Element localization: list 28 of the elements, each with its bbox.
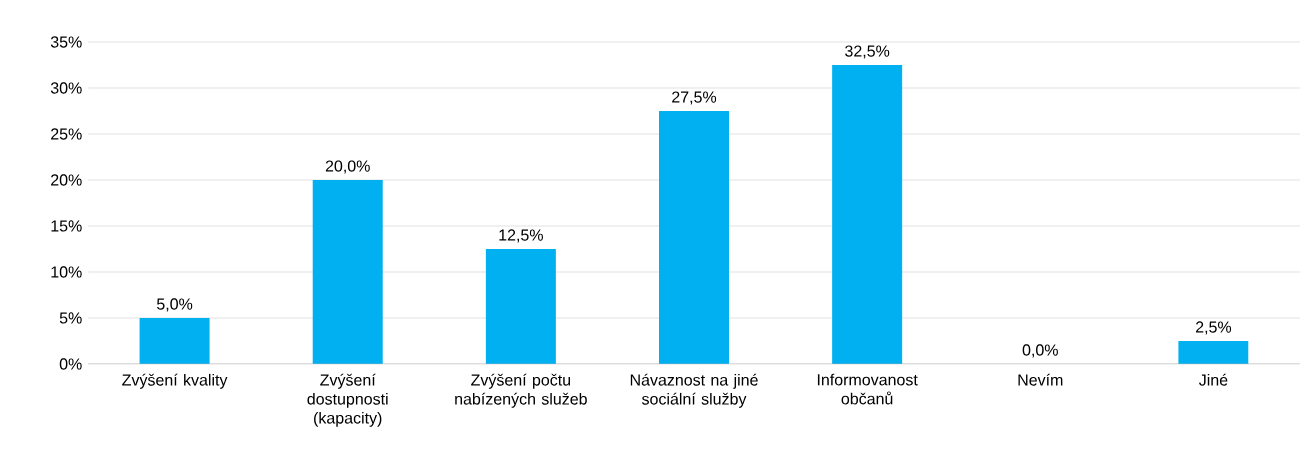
y-tick-label: 10%	[51, 266, 82, 278]
y-tick-label: 30%	[50, 82, 82, 94]
data-label: 0,0%	[1022, 344, 1058, 358]
data-label: 32,5%	[845, 45, 890, 59]
bar	[485, 248, 556, 364]
x-tick-label: Informovanost občanů	[817, 373, 918, 405]
y-tick-label: 15%	[51, 220, 82, 232]
y-tick-label: 5%	[59, 312, 82, 324]
data-label: 27,5%	[672, 91, 717, 105]
y-tick-label: 35%	[50, 36, 82, 48]
bar	[659, 110, 730, 364]
x-tick-label: Zvýšení kvality	[122, 373, 228, 389]
x-tick-label: Návaznost na jiné sociální služby	[630, 373, 758, 408]
data-label: 20,0%	[325, 160, 370, 174]
data-label: 2,5%	[1196, 321, 1232, 335]
y-tick-label: 20%	[51, 174, 82, 186]
bar	[312, 179, 383, 364]
data-label: 12,5%	[499, 229, 543, 243]
y-tick-label: 0%	[59, 358, 82, 370]
x-tick-label: Zvýšení počtu nabízených služeb	[455, 373, 587, 408]
bar	[139, 317, 210, 364]
bar	[1178, 340, 1249, 364]
y-tick-label: 25%	[51, 128, 82, 140]
x-tick-label: Zvýšení dostupnosti (kapacity)	[307, 373, 388, 427]
x-tick-label: Nevím	[1018, 373, 1063, 386]
data-label: 5,0%	[156, 298, 193, 312]
x-tick-label: Jiné	[1199, 373, 1228, 386]
bar	[832, 64, 903, 364]
